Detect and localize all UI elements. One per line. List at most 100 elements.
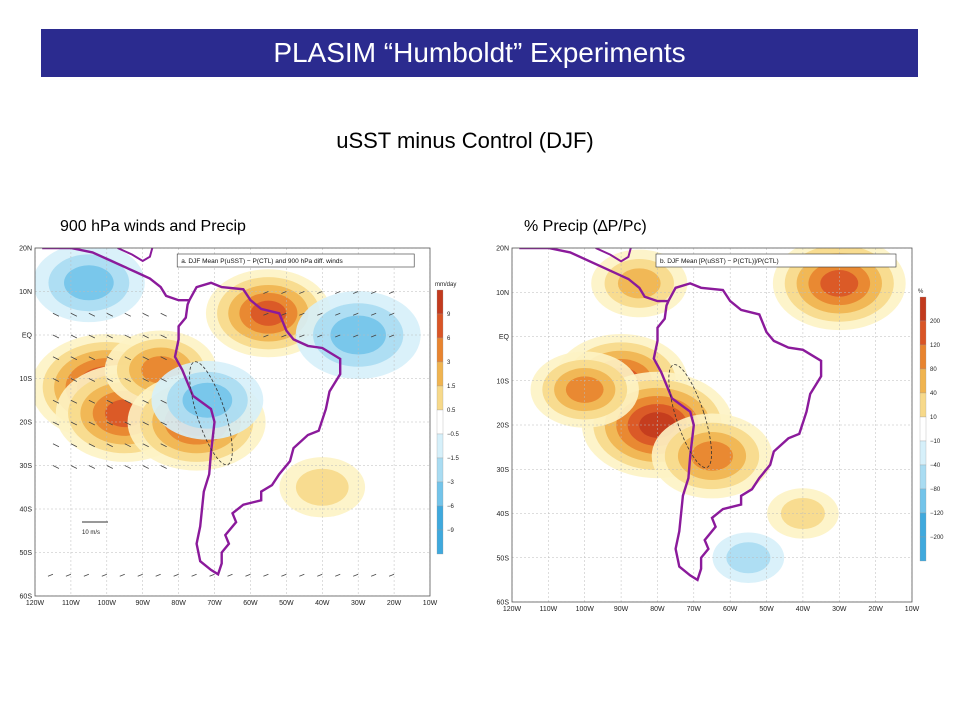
x-tick-label: 10W bbox=[905, 606, 920, 613]
legend-swatch bbox=[436, 337, 444, 363]
legend-level-label: −1.5 bbox=[447, 456, 460, 462]
legend-unit: mm/day bbox=[435, 282, 456, 288]
legend-swatch bbox=[919, 512, 927, 538]
wind-vector bbox=[83, 573, 89, 577]
legend-swatch bbox=[919, 464, 927, 490]
y-tick-label: 20N bbox=[496, 246, 509, 253]
wind-vector bbox=[317, 312, 323, 316]
y-tick-label: 10N bbox=[496, 290, 509, 297]
map-frame bbox=[34, 247, 431, 597]
x-tick-label: 40W bbox=[315, 600, 330, 607]
legend-swatch bbox=[436, 505, 444, 531]
wind-vector bbox=[227, 573, 233, 577]
wind-vector bbox=[70, 421, 78, 426]
x-tick-label: 10W bbox=[423, 600, 438, 607]
wind-vector bbox=[371, 334, 377, 338]
precip-wind-map-svg: a. DJF Mean P(uSST) − P(CTL) and 900 hPa… bbox=[10, 240, 470, 612]
wind-vector bbox=[106, 421, 113, 426]
legend-level-label: 200 bbox=[930, 319, 941, 325]
wind-vector bbox=[106, 312, 113, 317]
wind-vector bbox=[371, 312, 377, 316]
legend-level-label: −10 bbox=[930, 439, 941, 445]
wind-vector bbox=[124, 356, 131, 361]
anomaly-contour-3-3 bbox=[691, 441, 733, 471]
legend-swatch bbox=[919, 536, 927, 562]
wind-vector bbox=[142, 465, 149, 469]
anomaly-contour-5-2 bbox=[64, 265, 114, 301]
legend-swatch bbox=[436, 529, 444, 555]
wind-reference-label: 10 m/s bbox=[82, 530, 100, 536]
wind-vector bbox=[142, 378, 149, 382]
wind-vector bbox=[353, 334, 359, 338]
wind-vector bbox=[142, 356, 149, 361]
wind-vector bbox=[317, 334, 323, 338]
map-frame bbox=[511, 247, 913, 603]
wind-vector bbox=[263, 573, 269, 577]
wind-vector bbox=[353, 312, 359, 316]
wind-vector bbox=[124, 312, 131, 317]
slide-title: PLASIM “Humboldt” Experiments bbox=[273, 37, 686, 68]
x-tick-label: 70W bbox=[687, 606, 702, 613]
wind-vector bbox=[106, 465, 113, 469]
wind-vector bbox=[388, 291, 395, 294]
wind-vector bbox=[124, 421, 131, 426]
legend-level-label: 1.5 bbox=[447, 384, 456, 390]
wind-vector bbox=[160, 312, 167, 317]
legend-level-label: 6 bbox=[447, 336, 451, 342]
x-tick-label: 20W bbox=[387, 600, 402, 607]
legend-swatch bbox=[919, 392, 927, 418]
wind-vector bbox=[137, 573, 143, 577]
wind-vector bbox=[160, 378, 167, 382]
y-tick-label: 20N bbox=[19, 246, 32, 253]
y-tick-label: 20S bbox=[497, 423, 510, 430]
wind-vector bbox=[317, 291, 323, 294]
legend-swatch bbox=[919, 296, 927, 322]
wind-vector bbox=[263, 334, 269, 338]
legend-swatch bbox=[436, 457, 444, 483]
x-tick-label: 60W bbox=[243, 600, 258, 607]
wind-vector bbox=[70, 465, 78, 469]
x-tick-label: 80W bbox=[650, 606, 665, 613]
wind-vector bbox=[299, 291, 305, 294]
y-tick-label: 60S bbox=[497, 600, 510, 607]
wind-vector bbox=[52, 356, 60, 361]
panel-title-box bbox=[176, 253, 415, 268]
x-tick-label: 120W bbox=[26, 600, 45, 607]
wind-vector bbox=[88, 378, 96, 382]
legend-swatch bbox=[919, 320, 927, 346]
wind-vector bbox=[88, 465, 96, 469]
x-tick-label: 110W bbox=[62, 600, 80, 607]
x-tick-label: 80W bbox=[171, 600, 186, 607]
wind-vector bbox=[160, 443, 167, 448]
wind-vector bbox=[70, 334, 78, 339]
y-tick-label: EQ bbox=[22, 333, 33, 340]
y-tick-label: 10S bbox=[497, 378, 510, 385]
wind-vector bbox=[124, 334, 131, 339]
wind-vector bbox=[52, 334, 60, 339]
wind-vector bbox=[281, 334, 287, 338]
wind-vector bbox=[160, 356, 167, 361]
wind-vector bbox=[88, 399, 96, 404]
legend-level-label: 9 bbox=[447, 312, 451, 318]
legend-swatch bbox=[919, 488, 927, 514]
wind-vector bbox=[124, 443, 131, 448]
wind-vector bbox=[88, 443, 96, 448]
legend-unit: % bbox=[918, 289, 924, 295]
wind-vector bbox=[142, 443, 149, 448]
legend-swatch bbox=[919, 416, 927, 442]
y-tick-label: 50S bbox=[20, 550, 33, 557]
wind-vector bbox=[388, 334, 395, 338]
south-america-coastline bbox=[173, 281, 342, 577]
wind-vector bbox=[124, 378, 131, 382]
wind-vector bbox=[124, 399, 131, 404]
andes-dashed-outline bbox=[189, 361, 233, 466]
wind-vector bbox=[353, 573, 359, 577]
legend-swatch bbox=[919, 440, 927, 466]
legend-level-label: 120 bbox=[930, 343, 941, 349]
wind-vector bbox=[88, 356, 96, 361]
wind-vector bbox=[142, 312, 149, 317]
wind-vector bbox=[263, 291, 269, 294]
y-tick-label: 40S bbox=[497, 511, 510, 518]
wind-vector bbox=[299, 334, 305, 338]
wind-vector bbox=[47, 573, 54, 577]
